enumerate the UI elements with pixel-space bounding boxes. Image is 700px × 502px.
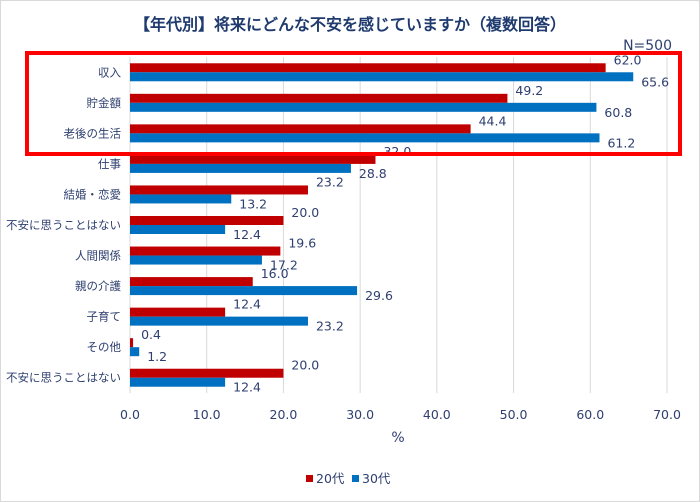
data-label: 12.4 <box>233 297 261 312</box>
x-tick-label: 40.0 <box>423 407 451 422</box>
data-label: 28.8 <box>359 166 387 181</box>
data-label: 23.2 <box>316 174 344 189</box>
category-label: 親の介護 <box>75 279 121 293</box>
data-label: 20.0 <box>291 358 319 373</box>
category-label: 収入 <box>98 65 121 79</box>
data-label: 16.0 <box>261 266 289 281</box>
data-label: 60.8 <box>604 105 632 120</box>
bar-20代 <box>130 338 134 348</box>
bar-20代 <box>130 154 376 164</box>
highlight-box <box>25 51 682 156</box>
data-label: 62.0 <box>614 52 642 67</box>
x-tick-label: 70.0 <box>653 407 681 422</box>
bar-20代 <box>130 185 308 195</box>
bar-20代 <box>130 307 226 317</box>
bar-20代 <box>130 124 471 134</box>
bar-20代 <box>130 216 284 225</box>
bar-30代 <box>130 72 634 82</box>
data-label: 1.2 <box>147 349 167 364</box>
x-tick-label: 50.0 <box>500 407 528 422</box>
bar-30代 <box>130 377 226 387</box>
legend-swatch <box>352 475 359 482</box>
bar-30代 <box>130 347 140 357</box>
bar-30代 <box>130 255 262 265</box>
data-label: 32.0 <box>383 144 411 159</box>
bar-30代 <box>130 286 358 296</box>
x-axis-label: % <box>391 430 404 446</box>
bar-20代 <box>130 368 284 378</box>
data-label: 12.4 <box>233 380 261 395</box>
bar-30代 <box>130 163 351 173</box>
bar-30代 <box>130 225 226 234</box>
bar-20代 <box>130 93 508 103</box>
legend-label: 20代 <box>316 471 345 486</box>
bar-30代 <box>130 133 600 143</box>
category-label: 不安に思うことはない <box>6 218 121 232</box>
data-label: 65.6 <box>641 74 669 89</box>
data-label: 44.4 <box>479 113 507 128</box>
x-tick-label: 60.0 <box>576 407 604 422</box>
x-tick-label: 10.0 <box>193 407 221 422</box>
data-label: 17.2 <box>270 258 298 273</box>
category-label: その他 <box>87 340 122 354</box>
category-label: 子育て <box>87 310 122 324</box>
data-label: 29.6 <box>365 288 393 303</box>
category-label: 老後の生活 <box>64 126 122 140</box>
legend-swatch <box>306 475 313 482</box>
data-label: 19.6 <box>288 236 316 251</box>
legend-label: 30代 <box>362 471 391 486</box>
x-tick-label: 30.0 <box>346 407 374 422</box>
category-label: 人間関係 <box>75 249 121 263</box>
data-label: 49.2 <box>515 83 543 98</box>
data-label: 61.2 <box>607 135 635 150</box>
x-tick-label: 0.0 <box>120 407 140 422</box>
bar-20代 <box>130 277 253 287</box>
x-tick-label: 20.0 <box>270 407 298 422</box>
chart-title: 【年代別】将来にどんな不安を感じていますか（複数回答） <box>134 15 566 34</box>
data-label: 12.4 <box>233 227 261 242</box>
bar-30代 <box>130 102 597 112</box>
category-label: 結婚・恋愛 <box>64 187 122 201</box>
category-label: 仕事 <box>98 157 121 171</box>
data-label: 23.2 <box>316 319 344 334</box>
category-label: 貯金額 <box>87 96 122 110</box>
bar-30代 <box>130 316 308 326</box>
bar-30代 <box>130 194 232 204</box>
category-label: 不安に思うことはない <box>6 371 121 385</box>
data-label: 0.4 <box>141 327 161 342</box>
data-label: 20.0 <box>291 205 319 220</box>
bar-20代 <box>130 246 281 256</box>
bar-20代 <box>130 63 606 73</box>
data-label: 13.2 <box>239 196 267 211</box>
sample-size-annotation: N=500 <box>623 38 672 54</box>
